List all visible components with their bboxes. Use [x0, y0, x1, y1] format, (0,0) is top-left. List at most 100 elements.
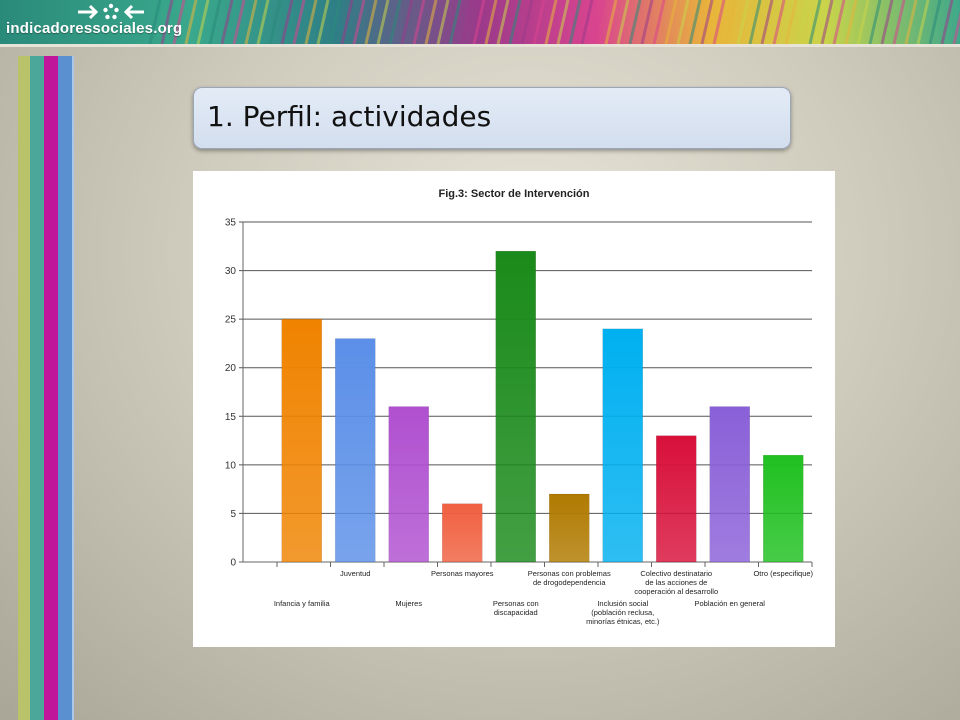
y-tick-label: 20	[225, 363, 237, 374]
x-tick-label: Mujeres	[395, 599, 422, 608]
banner-stripe	[448, 0, 462, 44]
banner-stripe	[196, 0, 210, 44]
banner-stripe	[724, 0, 738, 44]
banner-stripe	[844, 0, 858, 44]
banner-stripe	[736, 0, 750, 44]
banner-stripe	[580, 0, 594, 44]
chart-title: Fig.3: Sector de Intervención	[439, 188, 590, 200]
banner-stripe	[304, 0, 318, 44]
y-tick-label: 35	[225, 218, 237, 229]
title-box: 1. Perfil: actividades	[193, 87, 791, 149]
bar	[388, 406, 429, 563]
banner-stripe	[460, 0, 474, 44]
banner-stripe	[916, 0, 930, 44]
banner-stripe	[712, 0, 726, 44]
banner-stripe	[640, 0, 654, 44]
arrows-and-star-logo-icon	[78, 3, 144, 20]
banner-stripe	[592, 0, 606, 44]
y-tick-label: 15	[225, 412, 237, 423]
banner-stripe	[148, 0, 162, 44]
banner-stripe	[520, 0, 534, 44]
banner-stripe	[412, 0, 426, 44]
x-tick-label: Población en general	[695, 599, 766, 608]
banner-stripe	[940, 0, 954, 44]
bar-chart: Fig.3: Sector de Intervención 0 5 10 15 20 25 3…	[225, 188, 814, 626]
banner-stripe	[952, 10, 960, 44]
y-tick-label: 25	[225, 315, 237, 326]
bar	[602, 328, 643, 563]
banner-stripe	[328, 0, 342, 44]
x-tick-label: Colectivo destinatario de las acciones de…	[634, 569, 718, 596]
banner-divider	[0, 44, 960, 47]
banner-stripe	[184, 0, 198, 44]
banner-stripe	[208, 0, 222, 44]
side-stripe	[58, 56, 74, 720]
banner-stripe	[340, 0, 354, 44]
banner-stripe	[316, 0, 330, 44]
banner-stripe	[424, 0, 438, 44]
banner-stripe	[676, 0, 690, 44]
x-tick-label: Personas con problemas de drogodependenci…	[528, 569, 611, 587]
banner-stripe	[856, 0, 870, 44]
banner-pattern	[148, 0, 960, 44]
bar	[281, 318, 322, 563]
banner-stripe	[352, 0, 366, 44]
banner-stripe	[652, 0, 666, 44]
banner-stripe	[604, 0, 618, 44]
y-tick-label: 30	[225, 266, 237, 277]
bar	[335, 338, 376, 563]
bar	[709, 406, 750, 563]
bar	[495, 250, 536, 563]
banner-stripe	[928, 0, 942, 44]
banner-stripe	[772, 0, 786, 44]
banner-stripe	[508, 0, 522, 44]
x-tick-label: Personas mayores	[431, 569, 494, 578]
bar	[763, 454, 804, 563]
bar	[549, 493, 590, 563]
banner-stripe	[256, 0, 270, 44]
banner-stripe	[556, 0, 570, 44]
banner-stripe	[364, 0, 378, 44]
banner-stripe	[760, 0, 774, 44]
banner-stripe	[820, 0, 834, 44]
banner-stripe	[268, 0, 282, 44]
site-logo-text[interactable]: indicadoressociales.org	[6, 20, 183, 37]
y-tick-label: 0	[230, 558, 236, 569]
y-tick-label: 5	[230, 509, 236, 520]
banner-stripe	[664, 0, 678, 44]
bar	[656, 435, 697, 563]
banner-stripe	[436, 0, 450, 44]
banner-stripe	[388, 0, 402, 44]
banner-stripe	[880, 0, 894, 44]
banner-stripe	[568, 0, 582, 44]
banner-stripe	[292, 0, 306, 44]
banner-stripe	[172, 0, 186, 44]
banner-stripe	[748, 0, 762, 44]
bar	[442, 503, 483, 563]
banner-stripe	[688, 0, 702, 44]
banner-stripe	[496, 0, 510, 44]
banner-stripe	[544, 0, 558, 44]
banner-stripe	[628, 0, 642, 44]
banner-stripe	[220, 0, 234, 44]
banner-stripe	[892, 0, 906, 44]
banner-stripe	[280, 0, 294, 44]
banner-stripe	[904, 0, 918, 44]
x-tick-label: Juventud	[340, 569, 370, 578]
x-tick-label: Personas con discapacidad	[493, 599, 539, 617]
decorative-side-stripes	[18, 56, 74, 720]
banner-stripe	[244, 0, 258, 44]
x-tick-label: Otro (especifique)	[753, 569, 813, 578]
slide-title: 1. Perfil: actividades	[207, 100, 492, 133]
banner-stripe	[232, 0, 246, 44]
header-banner: indicadoressociales.org	[0, 0, 960, 44]
banner-stripe	[472, 0, 486, 44]
banner-stripe	[484, 0, 498, 44]
y-tick-label: 10	[225, 460, 237, 471]
banner-stripe	[868, 0, 882, 44]
banner-stripe	[160, 0, 174, 44]
banner-stripe	[796, 0, 810, 44]
banner-stripe	[532, 0, 546, 44]
x-tick-label: Infancia y familia	[274, 599, 331, 608]
banner-stripe	[832, 0, 846, 44]
